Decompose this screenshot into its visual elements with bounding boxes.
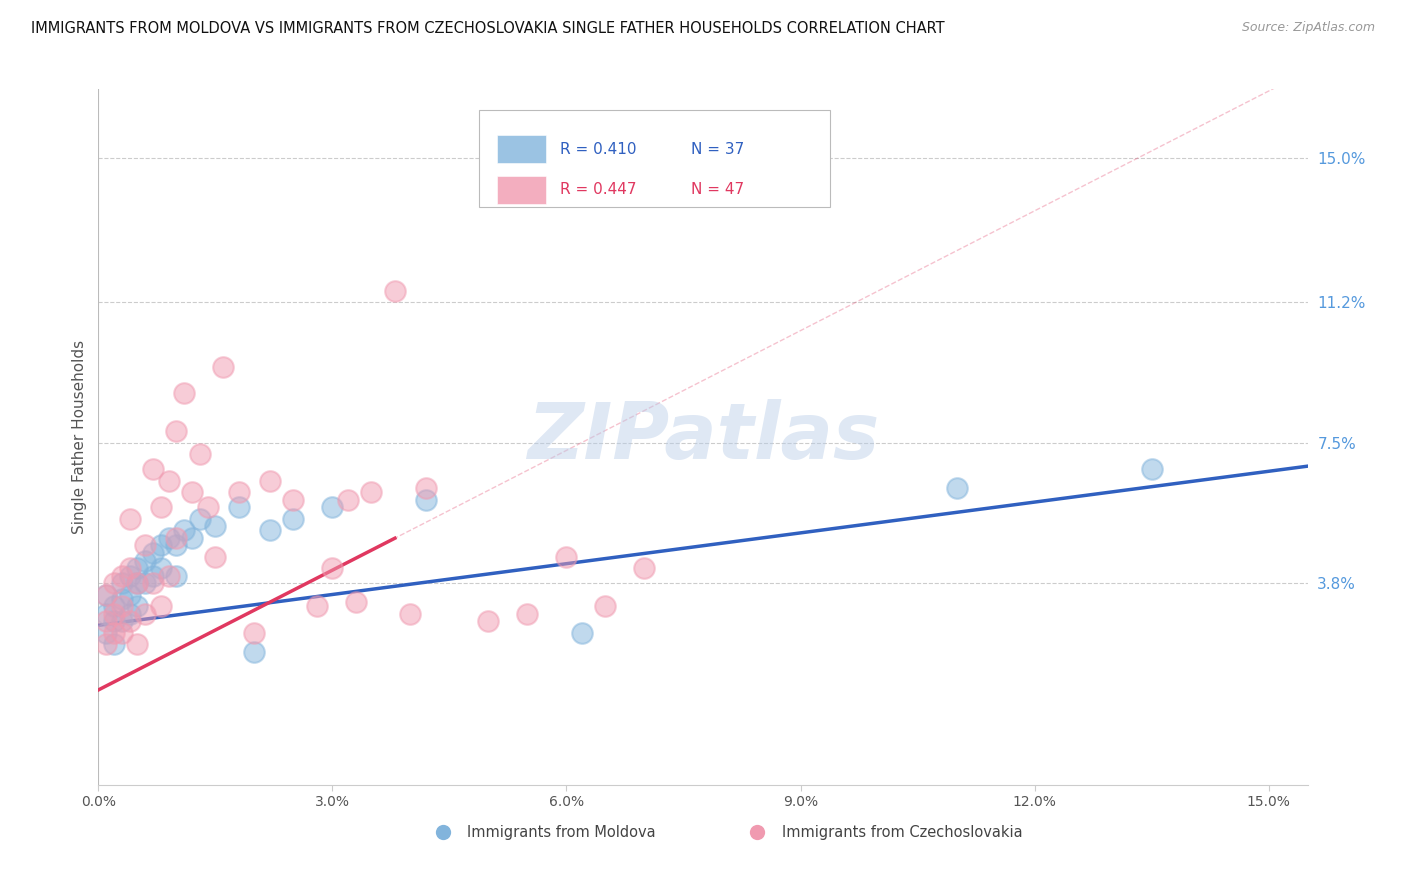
Point [344,595,367,609]
FancyBboxPatch shape [479,110,830,208]
Point [283,492,305,507]
Point [103,599,125,614]
Point [197,500,219,515]
Point [96,588,118,602]
Point [228,500,250,515]
Point [142,569,165,583]
Point [399,607,422,621]
Point [157,474,180,488]
Point [96,615,118,629]
Point [384,284,406,298]
Point [96,637,118,651]
Point [127,561,149,575]
Text: Immigrants from Czechoslovakia: Immigrants from Czechoslovakia [782,825,1022,839]
Point [181,485,204,500]
Point [103,637,125,651]
Point [165,569,187,583]
Point [96,607,118,621]
Text: R = 0.447: R = 0.447 [561,183,637,197]
Point [477,615,499,629]
Point [188,512,211,526]
Point [142,546,165,560]
Point [142,576,165,591]
Point [149,538,172,552]
Point [204,549,226,564]
Point [1140,462,1163,476]
Point [228,485,250,500]
Point [173,386,195,401]
Y-axis label: Single Father Households: Single Father Households [72,340,87,534]
Point [111,615,134,629]
Text: Immigrants from Moldova: Immigrants from Moldova [467,825,655,839]
Point [118,588,141,602]
Point [157,531,180,545]
Point [259,523,281,537]
Point [134,538,156,552]
Point [555,549,578,564]
Point [103,576,125,591]
Point [134,607,156,621]
Point [204,519,226,533]
Point [127,576,149,591]
Text: Source: ZipAtlas.com: Source: ZipAtlas.com [1241,21,1375,34]
Point [111,576,134,591]
Point [149,561,172,575]
Point [157,569,180,583]
Point [118,607,141,621]
Point [165,531,187,545]
Point [283,512,305,526]
Text: IMMIGRANTS FROM MOLDOVA VS IMMIGRANTS FROM CZECHOSLOVAKIA SINGLE FATHER HOUSEHOL: IMMIGRANTS FROM MOLDOVA VS IMMIGRANTS FR… [31,21,945,36]
Point [118,615,141,629]
Point [142,462,165,476]
Point [103,607,125,621]
Point [415,492,437,507]
Point [360,485,382,500]
Point [321,500,343,515]
Point [595,599,617,614]
Point [571,626,593,640]
Bar [498,176,546,204]
Bar [498,135,546,163]
Point [134,554,156,568]
Point [118,569,141,583]
Point [127,576,149,591]
Point [945,482,967,496]
Point [127,599,149,614]
Point [118,561,141,575]
Point [111,591,134,606]
Point [165,538,187,552]
Point [305,599,328,614]
Point [212,359,235,374]
Point [96,626,118,640]
Point [165,425,187,439]
Point [149,599,172,614]
Point [321,561,343,575]
Point [118,512,141,526]
Point [111,569,134,583]
Point [337,492,360,507]
Point [134,576,156,591]
Point [103,615,125,629]
Point [181,531,204,545]
Point [243,645,266,659]
Point [516,607,538,621]
Point [415,482,437,496]
Point [633,561,655,575]
Text: R = 0.410: R = 0.410 [561,142,637,156]
Point [243,626,266,640]
Point [111,599,134,614]
Point [173,523,195,537]
Point [188,447,211,461]
Point [259,474,281,488]
Point [96,588,118,602]
Text: ZIPatlas: ZIPatlas [527,399,879,475]
Point [111,626,134,640]
Text: N = 37: N = 37 [690,142,744,156]
Point [127,637,149,651]
Text: N = 47: N = 47 [690,183,744,197]
Point [103,626,125,640]
Point [149,500,172,515]
